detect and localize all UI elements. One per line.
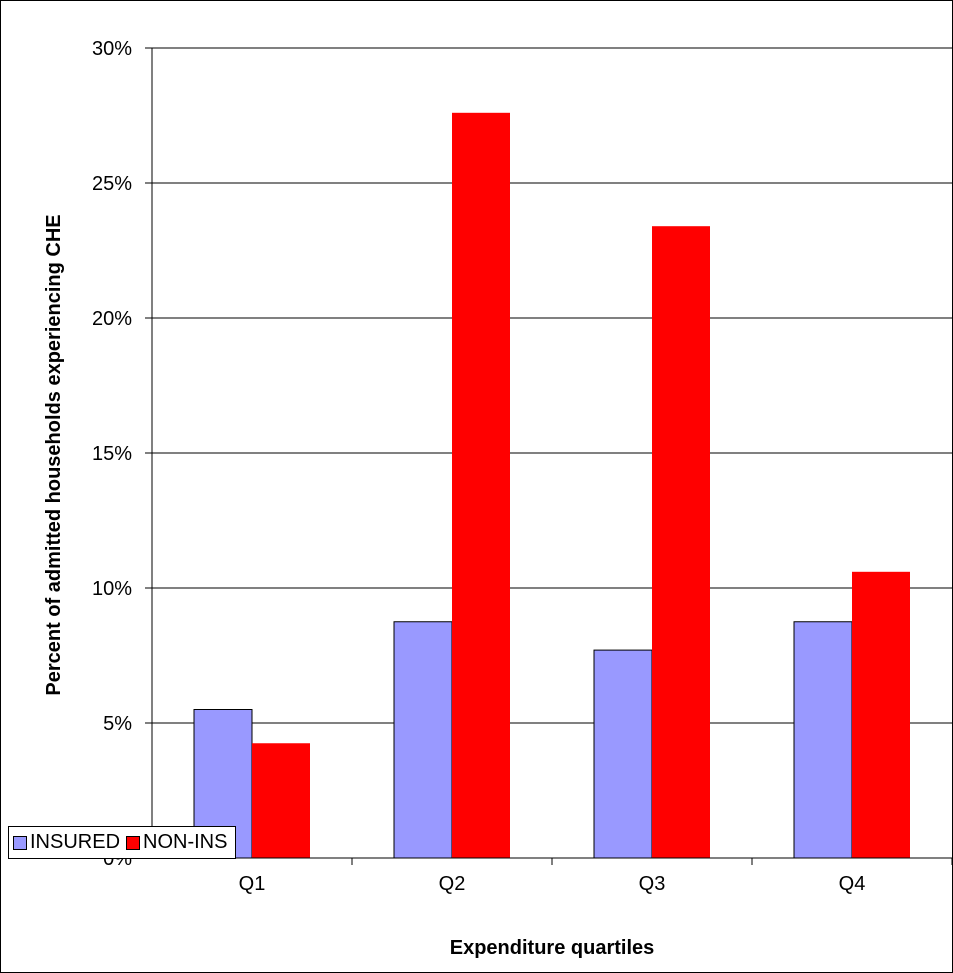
y-tick-label: 25% [92,173,132,195]
y-tick-labels: 0%5%10%15%20%25%30% [92,38,132,870]
bars [193,112,910,859]
y-tick-label: 30% [92,38,132,60]
y-tick-label: 20% [92,308,132,330]
y-axis-title: Percent of admitted households experienc… [43,214,65,695]
bar-non-ins-q4 [852,571,910,858]
y-tick-label: 15% [92,443,132,465]
x-tick-label: Q3 [639,873,666,895]
legend-item: NON-INS [126,831,227,854]
legend: INSURED NON-INS [8,826,237,859]
x-tick-labels: Q1 Q2 Q3 Q4 [239,873,866,895]
bar-insured-q2 [393,621,453,859]
bar-non-ins-q1 [252,743,310,858]
x-tick-label: Q1 [239,873,266,895]
legend-swatch [126,835,141,850]
legend-item: INSURED [13,831,120,854]
x-tick-label: Q4 [839,873,866,895]
x-axis-title: Expenditure quartiles [450,937,655,959]
y-tick-label: 10% [92,578,132,600]
bar-non-ins-q3 [652,226,710,858]
x-tick-label: Q2 [439,873,466,895]
legend-swatch [13,835,27,850]
y-tick-label: 5% [103,713,132,735]
bar-insured-q4 [793,621,853,859]
legend-label: INSURED [30,831,121,853]
bar-non-ins-q2 [452,112,510,859]
bar-insured-q3 [593,649,653,859]
legend-label: NON-INS [143,831,228,853]
axes [145,47,953,865]
